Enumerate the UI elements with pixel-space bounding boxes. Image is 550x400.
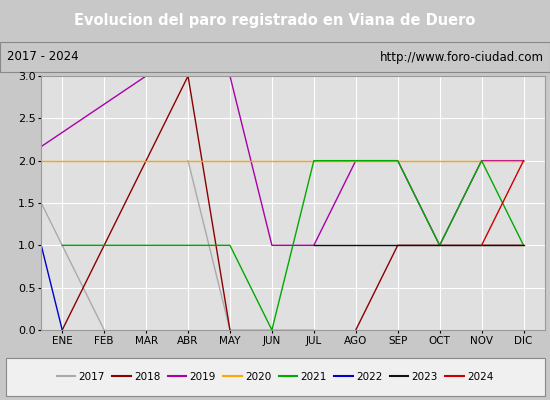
Text: http://www.foro-ciudad.com: http://www.foro-ciudad.com xyxy=(379,50,543,64)
Bar xyxy=(6,358,544,396)
Legend: 2017, 2018, 2019, 2020, 2021, 2022, 2023, 2024: 2017, 2018, 2019, 2020, 2021, 2022, 2023… xyxy=(52,368,498,386)
Text: 2017 - 2024: 2017 - 2024 xyxy=(7,50,78,64)
Text: Evolucion del paro registrado en Viana de Duero: Evolucion del paro registrado en Viana d… xyxy=(74,14,476,28)
